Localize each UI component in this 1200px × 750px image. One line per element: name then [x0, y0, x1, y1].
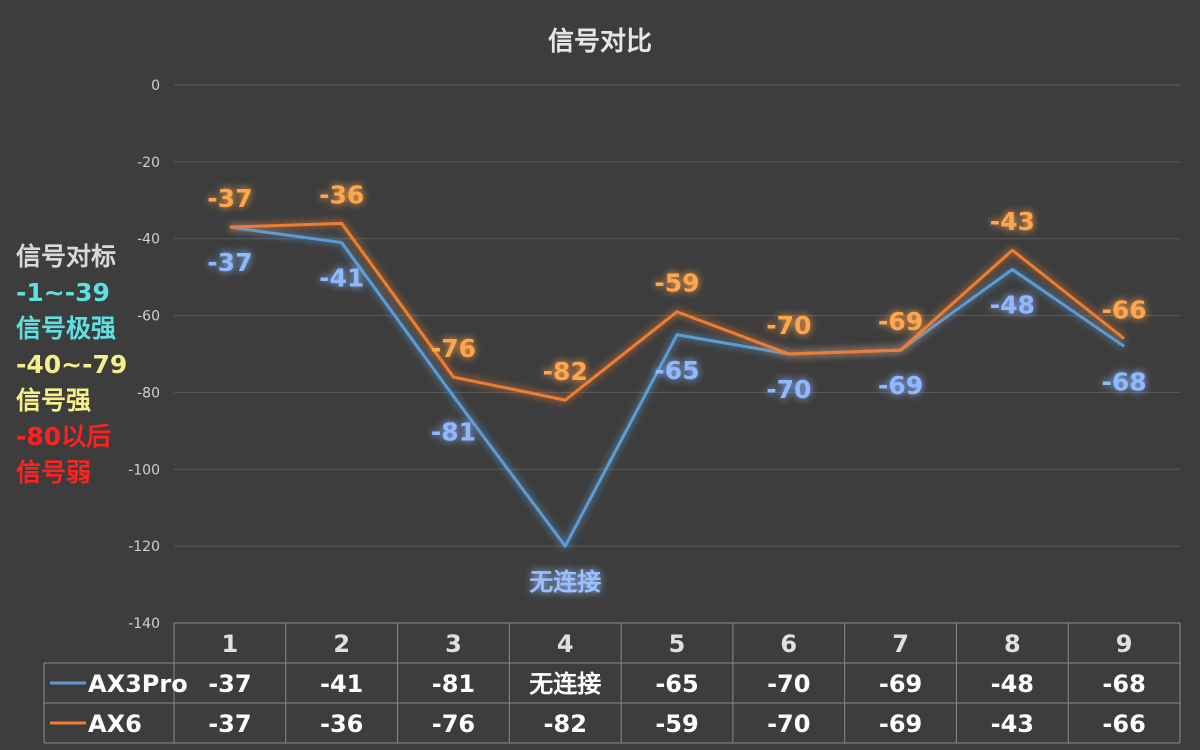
data-label-ax6: -43 [990, 207, 1035, 236]
table-cell: -76 [432, 710, 475, 738]
table-cell: -37 [208, 710, 251, 738]
y-tick-label: -80 [137, 385, 160, 401]
annotation-line: 信号弱 [16, 458, 92, 487]
data-table: 1 2 3 4 5 6 7 8 9 AX3Pro -37 -41 -81 无连接 -65 -70 -69 -48 -… [43, 622, 1181, 744]
annotation-line: -80以后 [16, 422, 112, 451]
gridlines [174, 84, 1180, 624]
legend-series-name: AX3Pro [88, 670, 188, 698]
table-cell: -70 [767, 710, 810, 738]
x-tick-label: 8 [1004, 630, 1021, 658]
table-cell: -70 [767, 670, 810, 698]
annotation-line: -40~-79 [16, 350, 128, 379]
y-tick-label: -100 [128, 462, 160, 478]
data-labels: -37 -36 -76 -82 -59 -70 -69 -43 -66 -37 -41 -81 无连接 -… [207, 180, 1146, 596]
x-tick-label: 9 [1116, 630, 1133, 658]
table-cell: -37 [208, 670, 251, 698]
x-tick-label: 3 [445, 630, 462, 658]
data-label-ax6: -76 [431, 334, 476, 363]
series-lines [229, 221, 1126, 548]
table-cell: 无连接 [529, 670, 601, 698]
y-tick-label: -140 [128, 616, 160, 632]
x-tick-label: 6 [780, 630, 797, 658]
x-tick-label: 2 [333, 630, 350, 658]
table-cell: -59 [655, 710, 698, 738]
data-label-ax6: -82 [543, 357, 588, 386]
annotation-line: -1~-39 [16, 278, 110, 307]
y-axis: 0 -20 -40 -60 -80 -100 -120 -140 [128, 78, 160, 632]
table-cell: -43 [991, 710, 1034, 738]
data-label-ax3pro: -81 [431, 417, 476, 446]
signal-legend-annotation: 信号对标 -1~-39 信号极强 -40~-79 信号强 -80以后 信号弱 [16, 242, 127, 488]
data-label-ax6: -36 [319, 180, 364, 209]
data-label-ax6: -69 [878, 307, 923, 336]
table-cell: -41 [320, 670, 363, 698]
table-cell: -81 [432, 670, 475, 698]
table-cell: -36 [320, 710, 363, 738]
legend-series-name: AX6 [88, 710, 142, 738]
y-tick-label: -120 [128, 539, 160, 555]
annotation-line: 信号对标 [16, 242, 117, 271]
x-tick-label: 5 [669, 630, 686, 658]
data-label-ax6: -59 [654, 269, 699, 298]
data-label-ax3pro: -41 [319, 264, 364, 293]
data-label-ax3pro: -48 [990, 290, 1035, 319]
table-cell: -48 [991, 670, 1034, 698]
y-tick-label: -40 [137, 232, 160, 248]
chart-title: 信号对比 [548, 27, 652, 57]
y-tick-label: -20 [137, 155, 160, 171]
annotation-line: 信号极强 [16, 314, 117, 343]
y-tick-label: -60 [137, 309, 160, 325]
table-cell: -69 [879, 710, 922, 738]
table-cell: -68 [1102, 670, 1145, 698]
series-line-ax6 [229, 221, 1126, 402]
table-cell: -82 [544, 710, 587, 738]
table-cell: -66 [1102, 710, 1145, 738]
data-label-ax6: -70 [766, 311, 811, 340]
series-line-ax3pro [229, 225, 1125, 548]
x-tick-label: 4 [557, 630, 574, 658]
data-label-ax3pro: -68 [1102, 367, 1147, 396]
data-label-ax3pro: -69 [878, 371, 923, 400]
annotation-line: 信号强 [16, 386, 92, 415]
y-tick-label: 0 [151, 78, 160, 94]
data-label-ax3pro: 无连接 [529, 568, 601, 596]
table-cell: -69 [879, 670, 922, 698]
data-label-ax3pro: -37 [207, 248, 252, 277]
table-cell: -65 [655, 670, 698, 698]
data-label-ax3pro: -70 [766, 375, 811, 404]
data-label-ax3pro: -65 [654, 356, 699, 385]
x-tick-label: 1 [222, 630, 239, 658]
x-tick-label: 7 [892, 630, 909, 658]
data-label-ax6: -37 [207, 184, 252, 213]
data-label-ax6: -66 [1102, 296, 1147, 325]
